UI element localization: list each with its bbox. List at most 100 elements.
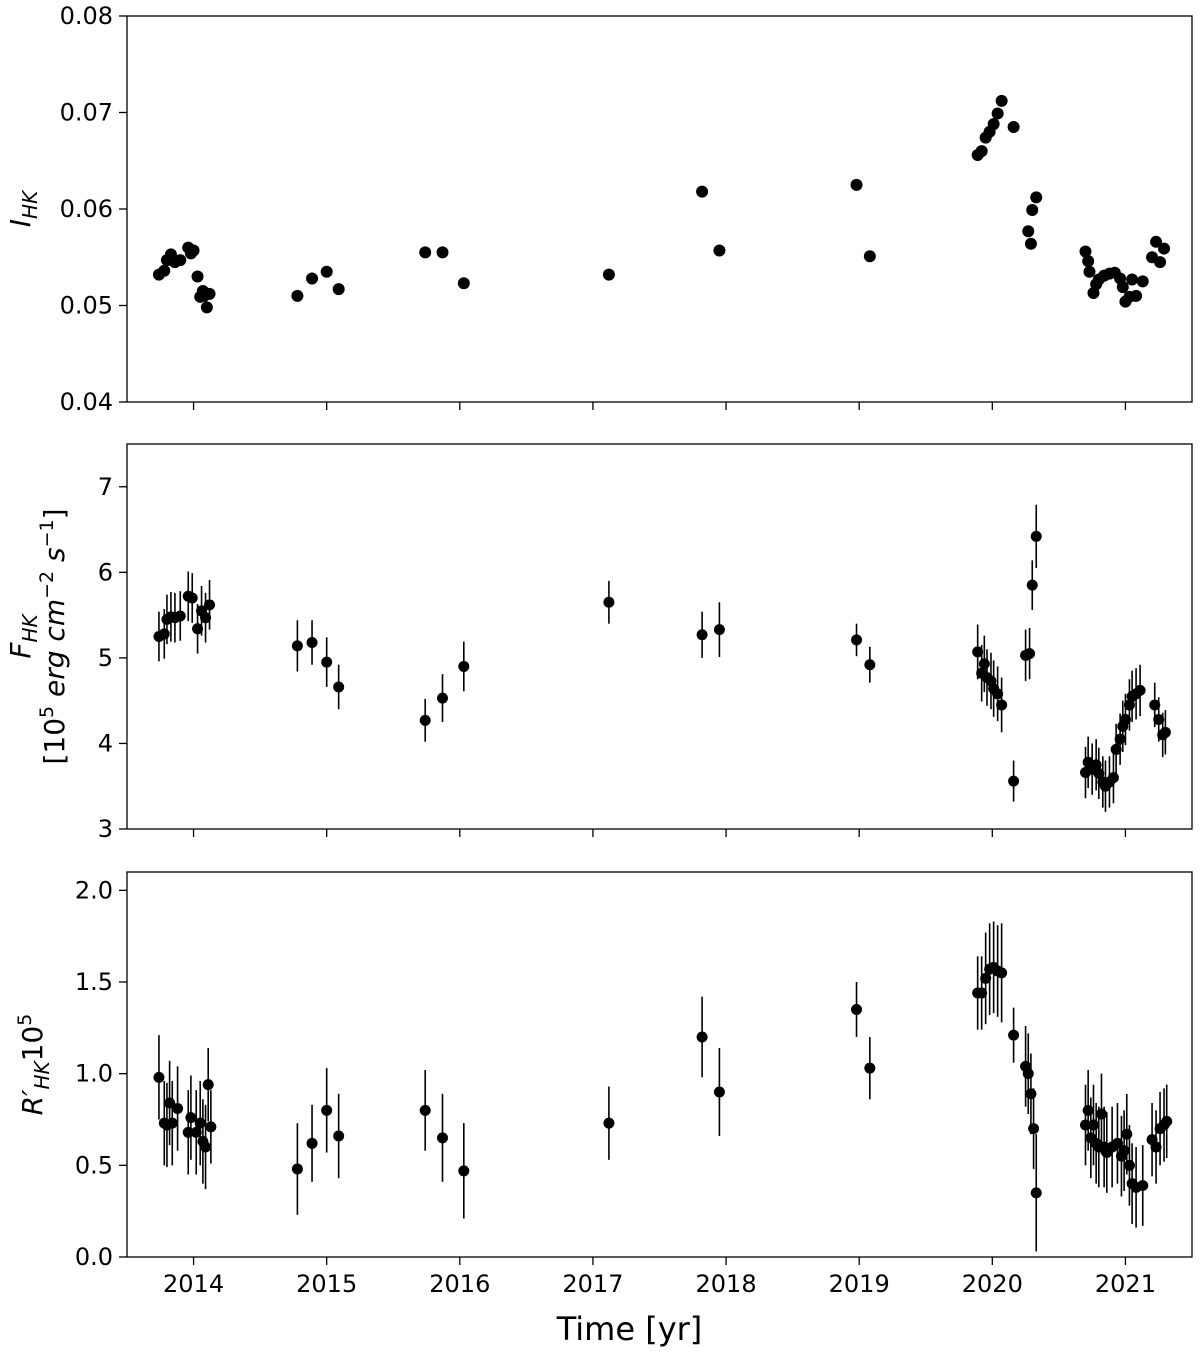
data-point xyxy=(437,692,449,704)
data-point xyxy=(194,1117,206,1129)
data-point xyxy=(1030,191,1043,204)
data-point xyxy=(1134,684,1146,696)
data-point xyxy=(992,688,1004,700)
data-point xyxy=(975,145,988,158)
data-point xyxy=(713,244,726,257)
data-point xyxy=(602,268,615,281)
x-tick-label: 2021 xyxy=(1095,1270,1156,1298)
plot-frame xyxy=(126,443,1193,830)
data-point xyxy=(321,1104,333,1116)
data-point xyxy=(863,250,876,263)
data-point xyxy=(200,612,212,624)
data-point xyxy=(333,681,345,693)
y-tick-label: 2.0 xyxy=(75,876,113,904)
x-tick-label: 2017 xyxy=(562,1270,623,1298)
data-point xyxy=(158,264,171,277)
x-tick-label: 2020 xyxy=(962,1270,1023,1298)
data-point xyxy=(1008,775,1020,787)
x-tick-label: 2016 xyxy=(429,1270,490,1298)
data-point xyxy=(166,1117,178,1129)
y-tick-label: 0.05 xyxy=(60,292,113,320)
data-point xyxy=(204,599,216,611)
data-point xyxy=(1149,699,1161,711)
data-point xyxy=(850,178,863,191)
y-tick-label: 0.07 xyxy=(60,99,113,127)
data-point xyxy=(1082,1104,1094,1116)
data-point xyxy=(1154,256,1167,269)
data-point xyxy=(419,1104,431,1116)
data-point xyxy=(1161,1115,1173,1127)
data-point xyxy=(996,967,1008,979)
data-point xyxy=(991,107,1004,120)
data-point xyxy=(1030,1187,1042,1199)
data-point xyxy=(851,634,863,646)
data-point xyxy=(306,636,318,648)
data-point xyxy=(1026,579,1038,591)
data-point xyxy=(864,659,876,671)
data-point xyxy=(713,624,725,636)
data-point xyxy=(696,1031,708,1043)
data-point xyxy=(1110,743,1122,755)
data-point xyxy=(1026,203,1039,216)
data-point xyxy=(1119,713,1131,725)
data-point xyxy=(1111,1137,1123,1149)
y-tick-label: 7 xyxy=(98,473,113,501)
data-point xyxy=(1024,648,1036,660)
y-tick-label: 4 xyxy=(98,729,113,757)
data-point xyxy=(1095,1108,1107,1120)
y-tick-label: 0.0 xyxy=(75,1243,113,1271)
data-point xyxy=(1121,1128,1133,1140)
data-point xyxy=(1150,235,1163,248)
data-point xyxy=(1130,289,1143,302)
data-point xyxy=(1079,245,1092,258)
data-point xyxy=(987,118,1000,131)
data-point xyxy=(198,289,211,302)
data-point xyxy=(1008,1029,1020,1041)
data-point xyxy=(291,640,303,652)
data-point xyxy=(321,656,333,668)
y-tick-label: 0.06 xyxy=(60,195,113,223)
x-tick-label: 2015 xyxy=(296,1270,357,1298)
data-point xyxy=(332,283,345,296)
data-point xyxy=(190,1126,202,1138)
data-point xyxy=(205,1121,217,1133)
y-tick-label: 1.0 xyxy=(75,1060,113,1088)
data-point xyxy=(306,1137,318,1149)
data-point xyxy=(191,270,204,283)
data-point xyxy=(174,610,186,622)
x-tick-label: 2018 xyxy=(696,1270,757,1298)
data-point xyxy=(1007,120,1020,133)
data-point xyxy=(976,987,988,999)
data-point xyxy=(978,658,990,670)
data-point xyxy=(713,1086,725,1098)
data-point xyxy=(1093,767,1105,779)
y-axis-label: FHK xyxy=(4,612,42,658)
data-point xyxy=(1116,281,1129,294)
data-point xyxy=(1022,1068,1034,1080)
data-point xyxy=(200,301,213,314)
data-point xyxy=(1025,1088,1037,1100)
y-tick-label: 6 xyxy=(98,558,113,586)
panel-fhk: 3 4 5 6 7 FHK[105 erg cm−2 s−1] xyxy=(4,443,1193,843)
y-tick-label: 0.04 xyxy=(60,388,113,416)
data-point xyxy=(1028,1123,1040,1135)
y-tick-label: 3 xyxy=(98,815,113,843)
data-point xyxy=(1118,1145,1130,1157)
data-points xyxy=(153,921,1173,1252)
data-point xyxy=(153,1071,165,1083)
data-point xyxy=(186,592,198,604)
data-point xyxy=(202,1079,214,1091)
data-point xyxy=(1150,1141,1162,1153)
data-point xyxy=(1114,733,1126,745)
data-point xyxy=(1126,273,1139,286)
data-point xyxy=(1159,726,1171,738)
data-point xyxy=(458,1165,470,1177)
y-axis-label: IHK xyxy=(4,189,42,227)
data-point xyxy=(174,254,187,267)
panel-rhk: 0.0 0.5 1.0 1.5 2.0 2014 2015 2016 2017 2018 2019 2… xyxy=(14,871,1193,1348)
data-point xyxy=(1107,772,1119,784)
data-point xyxy=(458,660,470,672)
x-tick-label: 2019 xyxy=(829,1270,890,1298)
data-point xyxy=(306,272,319,285)
